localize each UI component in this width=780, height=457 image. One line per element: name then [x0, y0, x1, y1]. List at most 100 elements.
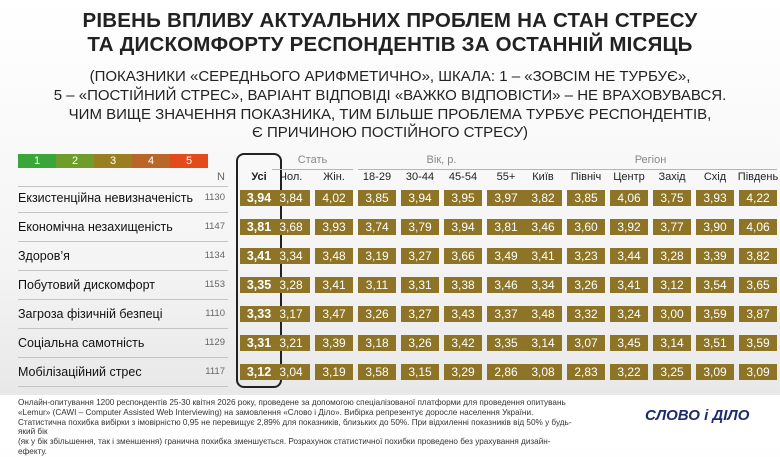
scale-step-1: 1 — [18, 154, 56, 168]
scale-step-3: 3 — [94, 154, 132, 168]
value-cell: 3,43 — [444, 306, 482, 322]
total-column-highlight — [236, 153, 282, 388]
row-label: Екзистенційна невизначеність — [18, 191, 194, 205]
value-cell: 3,94 — [401, 190, 439, 206]
chart-title: РІВЕНЬ ВПЛИВУ АКТУАЛЬНИХ ПРОБЛЕМ НА СТАН… — [82, 9, 698, 32]
value-cell: 3,66 — [444, 248, 482, 264]
value-cell: 3,45 — [610, 335, 648, 351]
total-value: 3,81 — [240, 219, 278, 235]
row-rule — [18, 299, 228, 300]
value-cell: 3,46 — [487, 277, 525, 293]
column-header: Схід — [703, 171, 727, 183]
group-separator — [272, 169, 353, 170]
footer-line1: Онлайн-опитування 1200 респондентів 25-3… — [18, 398, 566, 407]
value-cell: 3,95 — [444, 190, 482, 206]
column-header: Жін. — [323, 171, 345, 183]
group-separator — [358, 169, 525, 170]
value-cell: 3,14 — [524, 335, 562, 351]
value-cell: 3,26 — [567, 277, 605, 293]
value-cell: 3,26 — [358, 306, 396, 322]
total-value: 3,35 — [240, 277, 278, 293]
subtitle-line3: ЧИМ ВИЩЕ ЗНАЧЕННЯ ПОКАЗНИКА, ТИМ БІЛЬШЕ … — [68, 106, 712, 123]
scale-step-2: 2 — [56, 154, 94, 168]
value-cell: 3,26 — [401, 335, 439, 351]
value-cell: 4,02 — [315, 190, 353, 206]
value-cell: 3,09 — [739, 364, 777, 380]
value-cell: 3,31 — [401, 277, 439, 293]
total-header: Усі — [251, 171, 267, 183]
column-header: 55+ — [496, 171, 516, 183]
value-cell: 3,41 — [524, 248, 562, 264]
value-cell: 3,97 — [487, 190, 525, 206]
value-cell: 4,22 — [739, 190, 777, 206]
value-cell: 3,39 — [696, 248, 734, 264]
brand-logo: СЛОВО і ДІЛО — [645, 407, 750, 424]
value-cell: 3,84 — [272, 190, 310, 206]
column-header: Північ — [570, 171, 602, 183]
column-header: 30-44 — [405, 171, 435, 183]
subtitle-line1: (ПОКАЗНИКИ «СЕРЕДНЬОГО АРИФМЕТИЧНО», ШКА… — [89, 68, 691, 85]
chart-title-line2: ТА ДИСКОМФОРТУ РЕСПОНДЕНТІВ ЗА ОСТАННІЙ … — [87, 33, 693, 56]
value-cell: 3,65 — [739, 277, 777, 293]
value-cell: 3,68 — [272, 219, 310, 235]
column-header: Центр — [613, 171, 645, 183]
row-label: Економічна незахищеність — [18, 220, 173, 234]
row-rule — [18, 386, 228, 387]
row-label: Соціальна самотність — [18, 336, 145, 350]
footer-line2: «Lemur» (CAWI – Computer Assisted Web In… — [18, 407, 534, 417]
row-n: 1110 — [205, 308, 225, 319]
row-label: Загроза фізичній безпеці — [18, 307, 163, 321]
row-n: 1134 — [204, 250, 225, 261]
value-cell: 3,24 — [610, 306, 648, 322]
value-cell: 3,58 — [358, 364, 396, 380]
value-cell: 3,85 — [567, 190, 605, 206]
value-cell: 3,38 — [444, 277, 482, 293]
value-cell: 3,51 — [696, 335, 734, 351]
total-value: 3,33 — [240, 306, 278, 322]
value-cell: 3,49 — [487, 248, 525, 264]
row-label: Мобілізаційний стрес — [18, 365, 142, 379]
row-rule — [18, 212, 228, 213]
value-cell: 3,34 — [272, 248, 310, 264]
group-header: Регіон — [634, 154, 667, 166]
total-value: 3,31 — [240, 335, 278, 351]
subtitle-line2: 5 – «ПОСТІЙНИЙ СТРЕС», ВАРІАНТ ВІДПОВІДІ… — [53, 87, 727, 104]
row-n: 1153 — [204, 279, 225, 290]
value-cell: 3,41 — [315, 277, 353, 293]
value-cell: 3,93 — [696, 190, 734, 206]
value-cell: 3,59 — [696, 306, 734, 322]
column-header: Чол. — [279, 171, 303, 183]
group-header: Вік, р. — [426, 154, 457, 166]
value-cell: 3,28 — [653, 248, 691, 264]
value-cell: 3,37 — [487, 306, 525, 322]
group-header: Стать — [297, 154, 328, 166]
column-header: 18-29 — [362, 171, 392, 183]
subtitle-line4: Є ПРИЧИНОЮ ПОСТІЙНОГО СТРЕСУ) — [252, 124, 528, 141]
value-cell: 4,06 — [610, 190, 648, 206]
value-cell: 3,27 — [401, 306, 439, 322]
value-cell: 3,28 — [272, 277, 310, 293]
value-cell: 3,14 — [653, 335, 691, 351]
row-label: Побутовий дискомфорт — [18, 278, 156, 292]
value-cell: 3,77 — [653, 219, 691, 235]
value-cell: 3,93 — [315, 219, 353, 235]
value-cell: 3,79 — [401, 219, 439, 235]
value-cell: 3,74 — [358, 219, 396, 235]
value-cell: 3,00 — [653, 306, 691, 322]
value-cell: 3,09 — [696, 364, 734, 380]
value-cell: 3,08 — [524, 364, 562, 380]
value-cell: 3,54 — [696, 277, 734, 293]
value-cell: 3,07 — [567, 335, 605, 351]
value-cell: 3,82 — [739, 248, 777, 264]
value-cell: 3,21 — [272, 335, 310, 351]
value-cell: 3,04 — [272, 364, 310, 380]
column-header: Захід — [658, 171, 686, 183]
value-cell: 3,48 — [315, 248, 353, 264]
value-cell: 3,34 — [524, 277, 562, 293]
value-cell: 3,87 — [739, 306, 777, 322]
row-label: Здоров’я — [18, 249, 70, 263]
value-cell: 3,85 — [358, 190, 396, 206]
value-cell: 3,46 — [524, 219, 562, 235]
footer-line4: (як у бік збільшення, так і зменшення) г… — [18, 437, 551, 456]
